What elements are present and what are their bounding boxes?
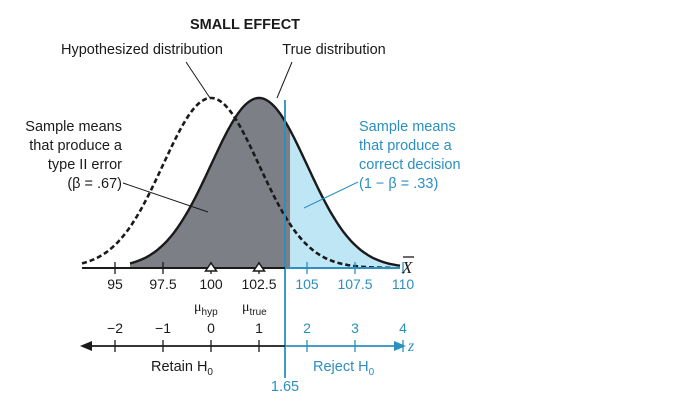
x-tick-label: 105 — [295, 276, 319, 292]
z-tick-label: −2 — [107, 320, 123, 336]
svg-text:(β = .67): (β = .67) — [67, 176, 122, 192]
hypothesized-label: Hypothesized distribution — [61, 42, 223, 58]
x-tick-label: 107.5 — [337, 276, 372, 292]
chart-title: SMALL EFFECT — [190, 17, 300, 33]
correct-decision-leader — [303, 181, 359, 209]
retain-label: Retain H0 — [151, 359, 213, 378]
correct-decision-region — [290, 130, 400, 268]
z-axis-right-arrow — [394, 341, 406, 351]
true-distribution-curve — [129, 96, 401, 267]
x-tick-label: 97.5 — [149, 276, 176, 292]
correct-decision-note: Sample means that produce a correct deci… — [359, 119, 461, 192]
hypothesized-distribution-curve — [81, 96, 393, 270]
x-tick-label: 100 — [199, 276, 223, 292]
x-tick-label: 95 — [107, 276, 123, 292]
z-axis-left-arrow — [80, 341, 92, 351]
mu-hyp-marker — [204, 261, 218, 272]
z-tick-label: 3 — [351, 320, 359, 336]
x-tick-label: 110 — [392, 276, 415, 292]
mu-true-marker — [252, 261, 266, 272]
z-tick-label: 1 — [255, 320, 263, 336]
svg-text:type II error: type II error — [48, 157, 122, 173]
type-ii-error-note: Sample means that produce a type II erro… — [25, 119, 123, 192]
svg-text:(1 − β = .33): (1 − β = .33) — [359, 176, 438, 192]
mu-true-label: μtrue — [242, 300, 267, 318]
true-distribution-label: True distribution — [282, 42, 385, 58]
x-axis-tick-labels: 95 97.5 100 102.5 105 107.5 110 — [107, 276, 414, 292]
z-axis-tick-labels: −2 −1 0 1 2 3 4 — [107, 320, 407, 336]
mu-hyp-label: μhyp — [194, 300, 218, 318]
reject-label: Reject H0 — [313, 359, 375, 378]
svg-text:that produce a: that produce a — [359, 138, 453, 154]
svg-text:Sample means: Sample means — [25, 119, 122, 135]
svg-text:Sample means: Sample means — [359, 119, 456, 135]
type-ii-error-leader — [122, 182, 209, 213]
z-axis-ticks — [114, 340, 404, 352]
z-tick-label: 4 — [399, 320, 407, 336]
z-tick-label: −1 — [155, 320, 171, 336]
z-tick-label: 0 — [207, 320, 215, 336]
hypothesized-leader — [185, 61, 211, 99]
svg-text:that produce a: that produce a — [29, 138, 123, 154]
x-axis-label: X — [401, 258, 413, 277]
z-tick-label: 2 — [303, 320, 311, 336]
critical-value-label: 1.65 — [271, 379, 299, 395]
z-axis-label: z — [407, 338, 415, 355]
svg-text:correct decision: correct decision — [359, 157, 461, 173]
true-distribution-leader — [276, 61, 293, 99]
type-ii-error-region — [130, 98, 291, 268]
x-tick-label: 102.5 — [241, 276, 276, 292]
